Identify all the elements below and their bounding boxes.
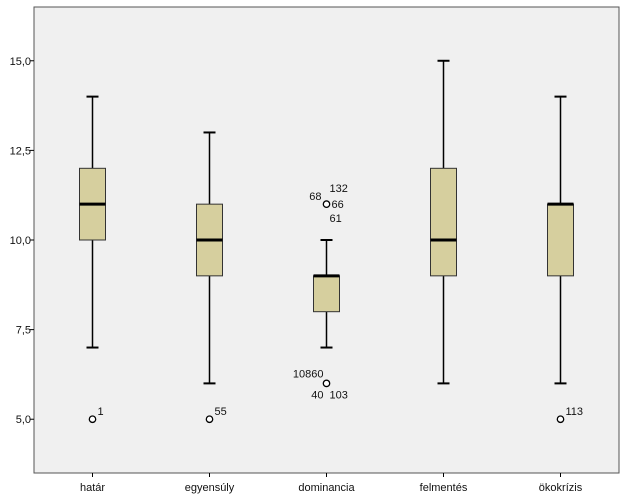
- box-group: 68 132 66 61 10860 40 103: [293, 183, 348, 401]
- y-tick-label: 5,0: [16, 414, 31, 426]
- outlier-point: [322, 379, 331, 388]
- outlier-label: 40: [311, 389, 323, 401]
- outlier-point: [556, 415, 565, 424]
- outlier-label: 1: [98, 406, 104, 418]
- outlier-label: 10860: [293, 368, 324, 380]
- y-tick-label: 10,0: [10, 235, 31, 247]
- box: [430, 167, 457, 277]
- box-group: 55: [196, 131, 227, 424]
- x-tick-label: felmentés: [420, 482, 468, 494]
- outlier-label: 132: [330, 183, 348, 195]
- box: [313, 275, 340, 313]
- y-tick-label: 7,5: [16, 325, 31, 337]
- x-tick-label: ökokrízis: [539, 482, 583, 494]
- outlier-label: 66: [332, 199, 344, 211]
- x-tick-label: dominancia: [298, 482, 355, 494]
- outlier-label: 103: [330, 389, 348, 401]
- x-tick-label: egyensúly: [185, 482, 235, 494]
- y-tick-label: 12,5: [10, 145, 31, 157]
- x-axis: határ egyensúly dominancia felmentés ökokríz…: [80, 473, 583, 494]
- outlier-point: [88, 415, 97, 424]
- box-group: 113: [547, 95, 584, 424]
- box-series: 1 55 68 132 66 61 10860 40 103 113: [79, 59, 584, 424]
- outlier-label: 55: [215, 406, 227, 418]
- y-tick-label: 15,0: [10, 56, 31, 68]
- outlier-label: 68: [309, 191, 321, 203]
- box-group: 1: [79, 95, 106, 424]
- box: [547, 203, 574, 277]
- outlier-label: 61: [330, 213, 342, 225]
- outlier-point: [205, 415, 214, 424]
- x-tick-label: határ: [80, 482, 105, 494]
- box-group: [430, 59, 457, 385]
- outlier-label: 113: [566, 406, 584, 418]
- outlier-point: [322, 200, 331, 209]
- y-axis: 5,0 7,5 10,0 12,5 15,0: [10, 56, 34, 426]
